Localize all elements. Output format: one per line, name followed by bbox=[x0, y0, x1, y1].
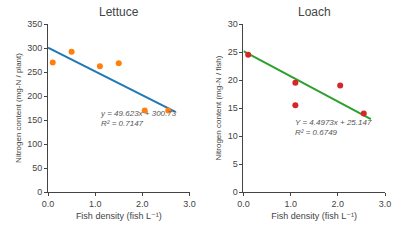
svg-text:25: 25 bbox=[228, 47, 238, 57]
svg-text:350: 350 bbox=[27, 19, 42, 29]
svg-text:Fish density (fish L⁻¹): Fish density (fish L⁻¹) bbox=[271, 211, 357, 221]
svg-text:Nitrogen content (mg-N / fish): Nitrogen content (mg-N / fish) bbox=[214, 55, 223, 160]
svg-text:Fish density (fish L⁻¹): Fish density (fish L⁻¹) bbox=[76, 211, 162, 221]
svg-text:2.0: 2.0 bbox=[136, 199, 149, 209]
svg-text:15: 15 bbox=[228, 103, 238, 113]
svg-text:200: 200 bbox=[27, 91, 42, 101]
svg-text:1.0: 1.0 bbox=[284, 199, 297, 209]
svg-text:100: 100 bbox=[27, 139, 42, 149]
svg-text:10: 10 bbox=[228, 131, 238, 141]
svg-text:Lettuce: Lettuce bbox=[99, 5, 139, 19]
svg-text:Loach: Loach bbox=[298, 5, 331, 19]
svg-text:20: 20 bbox=[228, 75, 238, 85]
svg-text:3.0: 3.0 bbox=[379, 199, 392, 209]
svg-text:0.0: 0.0 bbox=[42, 199, 55, 209]
svg-text:5: 5 bbox=[233, 159, 238, 169]
svg-text:y = 49.623x + 300.73R² = 0.714: y = 49.623x + 300.73R² = 0.7147 bbox=[100, 109, 177, 128]
svg-text:1.0: 1.0 bbox=[89, 199, 102, 209]
svg-text:150: 150 bbox=[27, 115, 42, 125]
svg-text:50: 50 bbox=[32, 163, 42, 173]
svg-text:3.0: 3.0 bbox=[183, 199, 196, 209]
svg-text:250: 250 bbox=[27, 67, 42, 77]
svg-text:2.0: 2.0 bbox=[332, 199, 345, 209]
svg-text:0: 0 bbox=[233, 187, 238, 197]
svg-text:Y = 4.4973x + 25.147R² = 0.674: Y = 4.4973x + 25.147R² = 0.6749 bbox=[295, 118, 372, 137]
svg-text:30: 30 bbox=[228, 19, 238, 29]
svg-text:300: 300 bbox=[27, 43, 42, 53]
svg-text:Nitrogen content (mg-N / plant: Nitrogen content (mg-N / plant) bbox=[14, 53, 23, 163]
svg-text:0.0: 0.0 bbox=[237, 199, 250, 209]
svg-text:0: 0 bbox=[37, 187, 42, 197]
